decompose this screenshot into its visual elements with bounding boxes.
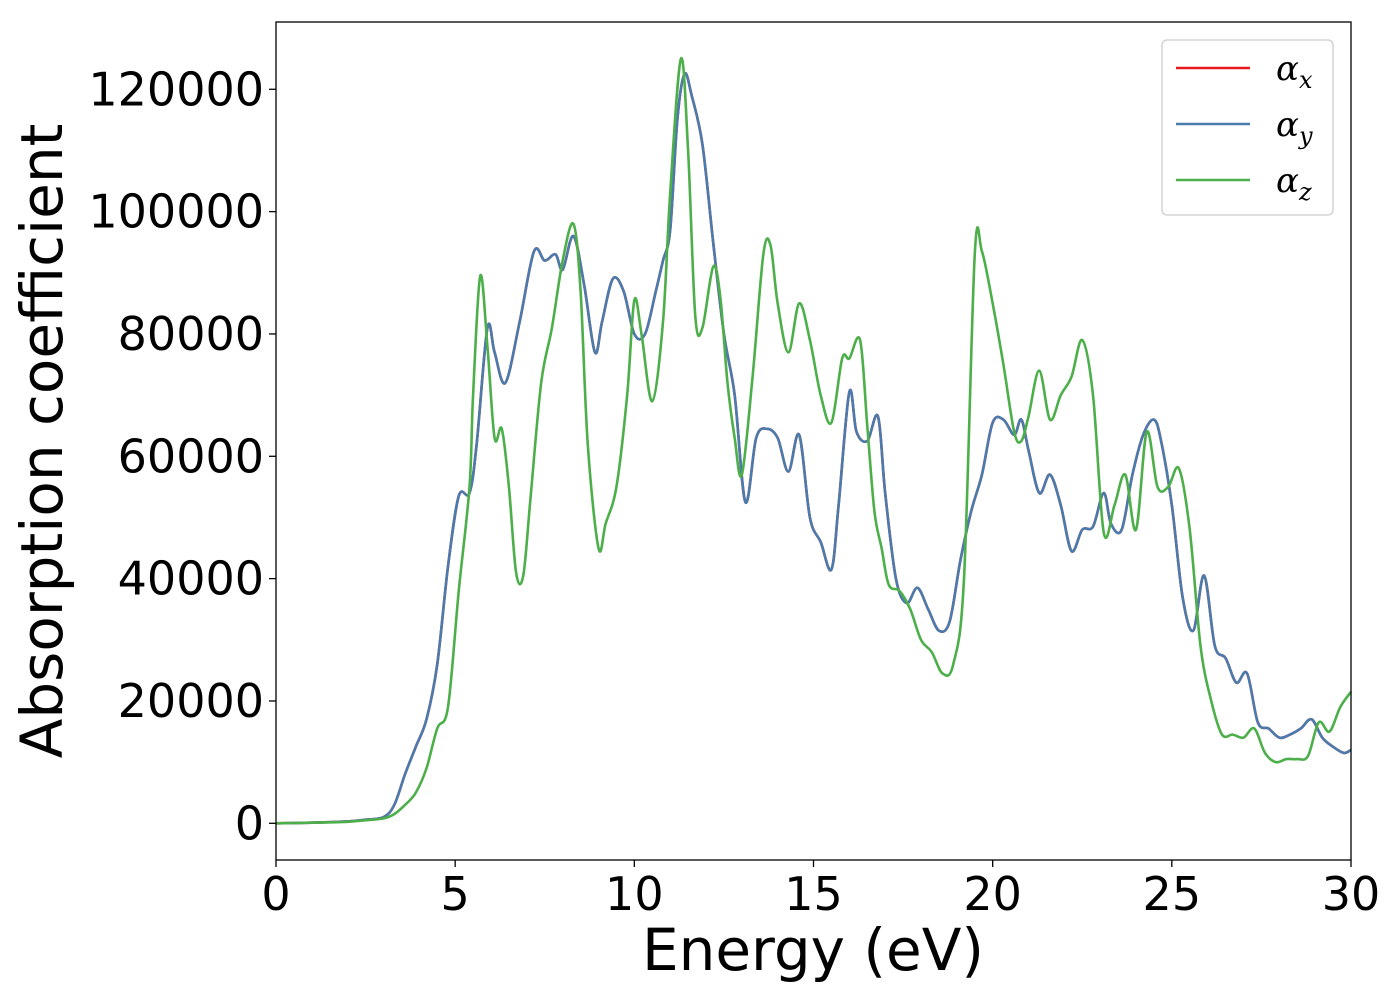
y-tick-label: 80000	[118, 307, 264, 361]
series-layer	[275, 56, 1353, 825]
y-tick-label: 40000	[118, 552, 264, 606]
x-tick-label: 25	[1143, 867, 1202, 921]
x-tick-label: 10	[605, 867, 664, 921]
x-axis-label: Energy (eV)	[642, 916, 984, 984]
y-axis-label: Absorption coefficient	[8, 124, 76, 759]
legend-box	[1161, 39, 1334, 216]
x-tick-label: 30	[1322, 867, 1381, 921]
x-tick-label: 0	[261, 867, 290, 921]
y-tick-label: 60000	[118, 429, 264, 483]
y-tick-label: 20000	[118, 674, 264, 728]
y-axis-ticks: 0 20000 40000 60000 80000 100000 120000	[88, 62, 276, 850]
y-tick-label: 100000	[88, 185, 264, 239]
y-tick-label: 120000	[88, 62, 264, 116]
y-tick-label: 0	[235, 796, 264, 850]
series-line-z	[275, 56, 1353, 825]
x-tick-label: 15	[784, 867, 843, 921]
x-axis-ticks: 0 5 10 15 20 25 30	[261, 860, 1380, 921]
x-tick-label: 5	[441, 867, 470, 921]
x-tick-label: 20	[963, 867, 1022, 921]
series-line-y	[275, 71, 1352, 825]
